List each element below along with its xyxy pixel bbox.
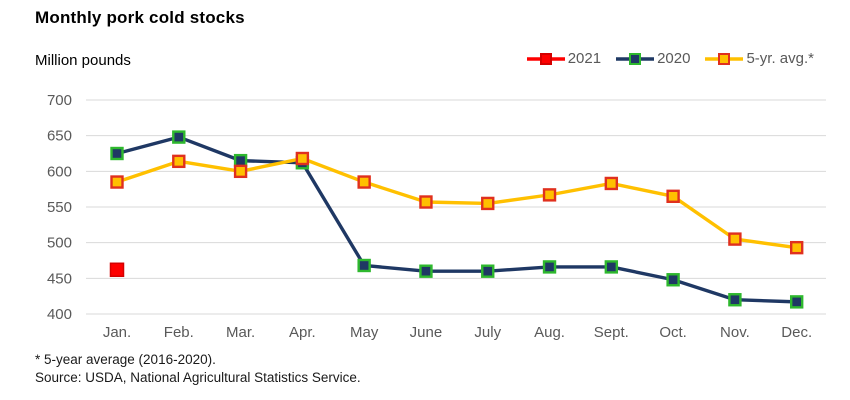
- data-point-5-yr-avg-: [728, 232, 742, 246]
- legend-label: 2020: [657, 50, 691, 67]
- series-line-5-yr-avg-: [115, 156, 799, 250]
- y-axis-unit-label: Million pounds: [35, 52, 131, 69]
- x-tick-label: Mar.: [226, 324, 255, 341]
- data-point-2021: [109, 262, 125, 278]
- legend-label: 5-yr. avg.*: [746, 50, 814, 67]
- footnote: * 5-year average (2016-2020).: [35, 352, 216, 367]
- data-point-2020: [110, 146, 124, 161]
- data-point-5-yr-avg-: [666, 189, 680, 204]
- data-point-2020: [233, 153, 248, 168]
- data-point-2020: [357, 258, 371, 273]
- y-tick-label: 450: [47, 270, 72, 287]
- data-point-2020: [728, 293, 742, 307]
- data-point-2020: [542, 260, 557, 274]
- x-tick-label: June: [410, 324, 443, 341]
- legend: 2021 2020 5-yr. avg.*: [526, 50, 814, 67]
- data-point-2020: [481, 264, 495, 278]
- x-tick-label: Jan.: [103, 324, 131, 341]
- data-point-5-yr-avg-: [172, 154, 186, 169]
- data-point-2020: [419, 264, 433, 278]
- legend-item-5-yr-avg-: 5-yr. avg.*: [705, 50, 814, 67]
- x-tick-label: Aug.: [534, 324, 565, 341]
- data-point-5-yr-avg-: [357, 175, 371, 189]
- legend-label: 2021: [567, 50, 602, 67]
- data-point-5-yr-avg-: [110, 175, 124, 189]
- data-point-5-yr-avg-: [295, 151, 310, 166]
- x-tick-label: Dec.: [781, 324, 812, 341]
- data-point-5-yr-avg-: [481, 196, 495, 211]
- legend-swatch-icon: [616, 52, 655, 65]
- x-tick-label: July: [474, 324, 501, 341]
- x-tick-label: Apr.: [289, 324, 316, 341]
- data-point-2020: [604, 260, 619, 274]
- source-note: Source: USDA, National Agricultural Stat…: [35, 370, 361, 385]
- data-point-5-yr-avg-: [604, 176, 619, 191]
- data-point-2020: [666, 273, 680, 287]
- legend-swatch-icon: [705, 52, 744, 65]
- y-tick-label: 400: [47, 306, 72, 323]
- series-line-2020: [115, 135, 799, 304]
- data-point-5-yr-avg-: [542, 188, 557, 202]
- data-point-2020: [789, 295, 804, 309]
- y-tick-label: 550: [47, 199, 72, 216]
- y-tick-label: 600: [47, 163, 72, 180]
- x-tick-label: May: [350, 324, 379, 341]
- y-tick-label: 500: [47, 235, 72, 252]
- legend-item-2021: 2021: [526, 50, 602, 67]
- x-tick-label: Oct.: [659, 324, 687, 341]
- legend-item-2020: 2020: [616, 50, 690, 67]
- x-tick-label: Sept.: [594, 324, 629, 341]
- data-point-5-yr-avg-: [789, 240, 804, 255]
- y-tick-label: 700: [47, 92, 72, 109]
- data-point-5-yr-avg-: [419, 195, 433, 209]
- x-tick-label: Nov.: [720, 324, 750, 341]
- data-point-2020: [172, 130, 186, 144]
- chart-footer: * 5-year average (2016-2020). Source: US…: [35, 351, 361, 387]
- legend-swatch-icon: [526, 52, 565, 65]
- y-tick-label: 650: [47, 128, 72, 145]
- x-tick-label: Feb.: [164, 324, 194, 341]
- data-point-5-yr-avg-: [233, 164, 248, 179]
- chart-title: Monthly pork cold stocks: [35, 8, 245, 27]
